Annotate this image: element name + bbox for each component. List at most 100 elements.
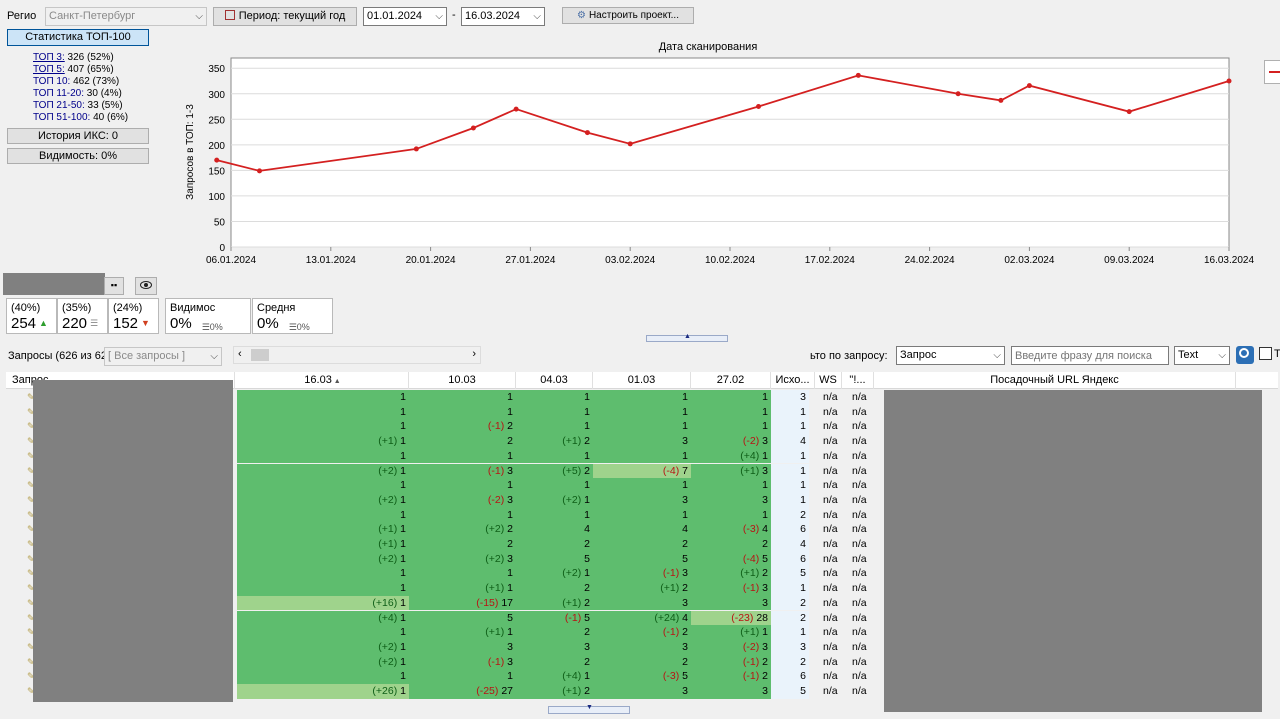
data-point[interactable] (413, 146, 419, 152)
data-point[interactable] (470, 125, 476, 131)
eye-button[interactable] (135, 277, 157, 295)
position-value: 1 (507, 508, 513, 521)
horizontal-scrollbar[interactable]: ‹ › (233, 346, 481, 364)
filter-checkbox[interactable] (1259, 347, 1272, 360)
column-header[interactable]: 01.03 (593, 372, 691, 389)
chevron-down-icon: ⌵ (993, 350, 1001, 361)
summary-card[interactable]: (40%) 254 ▲ (6, 298, 57, 334)
table-row[interactable]: ✎ 1 1 (+4) 1 (-3) 5 (-1) 2 6 n/a n/a (0, 669, 1280, 684)
iks-history-button[interactable]: История ИКС: 0 (7, 128, 149, 144)
top-stat-label[interactable]: ТОП 3: (33, 52, 65, 63)
table-row[interactable]: ✎ 1 1 1 1 1 1 n/a n/a (0, 478, 1280, 493)
position-value: 1 (584, 405, 590, 418)
table-row[interactable]: ✎ (+2) 1 (-2) 3 (+2) 1 3 3 1 n/a n/a (0, 492, 1280, 508)
column-header[interactable]: 27.02 (691, 372, 771, 389)
pin-icon: ✎ (27, 597, 35, 608)
position-cell: 2 (409, 537, 516, 552)
table-row[interactable]: ✎ (+26) 1 (-25) 27 (+1) 2 3 3 5 n/a n/a (0, 684, 1280, 699)
scroll-thumb[interactable] (251, 349, 269, 361)
top100-button[interactable]: Статистика ТОП-100 (7, 29, 149, 46)
search-mode-select[interactable]: Text ⌵ (1174, 346, 1230, 365)
table-row[interactable]: ✎ 1 1 1 1 1 1 n/a n/a (0, 404, 1280, 420)
table-row[interactable]: ✎ (+2) 1 3 3 3 (-2) 3 3 n/a n/a (0, 639, 1280, 655)
column-header[interactable]: 10.03 (409, 372, 516, 389)
top-stat-label[interactable]: ТОП 5: (33, 64, 65, 75)
table-row[interactable]: ✎ 1 1 (+2) 1 (-1) 3 (+1) 2 5 n/a n/a (0, 566, 1280, 582)
splitter-handle[interactable]: ▲ (646, 333, 728, 342)
position-value: 1 (507, 670, 513, 683)
position-delta: (+1) (562, 685, 585, 697)
data-point[interactable] (955, 91, 961, 97)
summary-card[interactable]: (35%) 220 ☰ (57, 298, 108, 334)
table-row[interactable]: ✎ (+16) 1 (-15) 17 (+1) 2 3 3 2 n/a n/a (0, 595, 1280, 611)
table-row[interactable]: ✎ 1 1 1 1 1 2 n/a n/a (0, 507, 1280, 523)
data-point[interactable] (998, 97, 1004, 103)
data-point[interactable] (1226, 78, 1232, 84)
bottom-splitter-handle[interactable]: ▼ (548, 704, 630, 714)
position-cell: 1 (409, 507, 516, 523)
table-row[interactable]: ✎ 1 1 1 1 (+4) 1 1 n/a n/a (0, 448, 1280, 464)
summary-card[interactable]: (24%) 152 ▼ (108, 298, 159, 334)
table-row[interactable]: ✎ (+2) 1 (+2) 3 5 5 (-4) 5 6 n/a n/a (0, 551, 1280, 567)
data-point[interactable] (1126, 109, 1132, 115)
position-value: 1 (682, 508, 688, 521)
position-delta: (+2) (378, 655, 401, 668)
summary-card-percent: (24%) (113, 302, 143, 314)
exact-cell: n/a (852, 596, 867, 609)
column-header[interactable]: "!... (842, 372, 874, 389)
column-header[interactable]: 04.03 (516, 372, 593, 389)
table-row[interactable]: ✎ (+1) 1 2 2 2 2 4 n/a n/a (0, 537, 1280, 552)
position-value: 3 (507, 493, 513, 506)
column-header[interactable]: WS (815, 372, 842, 389)
position-value: 3 (762, 582, 768, 595)
position-value: 2 (507, 420, 513, 433)
top-stat-value: 40 (6%) (90, 112, 129, 123)
search-input[interactable] (1011, 346, 1169, 365)
position-cell: 1 (593, 478, 691, 493)
metric-card-sub: ☰0% (288, 322, 310, 332)
queries-count-label: Запросы (626 из 62 (8, 350, 106, 362)
date-to-picker[interactable]: 16.03.2024 ⌵ (461, 7, 545, 26)
position-value: 1 (682, 391, 688, 403)
data-point[interactable] (257, 168, 263, 174)
table-row[interactable]: ✎ 1 1 1 1 1 3 n/a n/a (0, 390, 1280, 405)
position-delta: (+2) (562, 567, 585, 580)
position-delta: (-1) (742, 582, 763, 595)
table-row[interactable]: ✎ 1 (+1) 1 2 (-1) 2 (+1) 1 1 n/a n/a (0, 625, 1280, 640)
table-row[interactable]: ✎ (+2) 1 (-1) 3 2 2 (-1) 2 2 n/a n/a (0, 654, 1280, 670)
metric-card[interactable]: Средня 0% ☰0% (252, 298, 333, 334)
data-point[interactable] (855, 72, 861, 78)
position-delta: (-1) (564, 611, 585, 624)
options-button[interactable]: ▪▪ (104, 277, 124, 295)
position-value: 2 (584, 685, 590, 697)
search-by-select[interactable]: Запрос ⌵ (896, 346, 1005, 365)
table-row[interactable]: ✎ (+1) 1 (+2) 2 4 4 (-3) 4 6 n/a n/a (0, 522, 1280, 537)
data-point[interactable] (627, 141, 633, 147)
data-point[interactable] (1026, 83, 1032, 89)
data-point[interactable] (513, 106, 519, 112)
position-cell: (-1) 2 (691, 669, 771, 684)
table-row[interactable]: ✎ 1 (+1) 1 2 (+1) 2 (-1) 3 1 n/a n/a (0, 581, 1280, 596)
data-point[interactable] (214, 157, 220, 163)
region-select[interactable]: Санкт-Петербург ⌵ (45, 7, 207, 26)
search-button[interactable] (1236, 346, 1254, 364)
configure-project-button[interactable]: ⚙ Настроить проект... (562, 7, 694, 24)
position-delta: (+1) (740, 464, 763, 477)
column-header[interactable]: 16.03 ▲ (237, 372, 409, 389)
column-header[interactable]: Посадочный URL Яндекс (874, 372, 1236, 389)
data-point[interactable] (584, 130, 590, 136)
table-row[interactable]: ✎ 1 (-1) 2 1 1 1 1 n/a n/a (0, 419, 1280, 435)
table-row[interactable]: ✎ (+2) 1 (-1) 3 (+5) 2 (-4) 7 (+1) 3 1 n/a n/a (0, 463, 1280, 479)
data-point[interactable] (756, 104, 762, 110)
source-position-cell: 6 (771, 551, 809, 567)
visibility-button[interactable]: Видимость: 0% (7, 148, 149, 164)
period-button[interactable]: Период: текущий год (213, 7, 357, 26)
column-header[interactable]: Исхо... (771, 372, 815, 389)
metric-card[interactable]: Видимос 0% ☰0% (165, 298, 251, 334)
table-row[interactable]: ✎ (+4) 1 5 (-1) 5 (+24) 4 (-23) 28 2 n/a n/a (0, 610, 1280, 626)
date-from-picker[interactable]: 01.01.2024 ⌵ (363, 7, 447, 26)
position-value: 3 (762, 596, 768, 609)
table-row[interactable]: ✎ (+1) 1 2 (+1) 2 3 (-2) 3 4 n/a n/a (0, 434, 1280, 449)
queries-filter-select[interactable]: [ Все запросы ] ⌵ (104, 347, 222, 366)
pin-icon: ✎ (27, 436, 35, 447)
